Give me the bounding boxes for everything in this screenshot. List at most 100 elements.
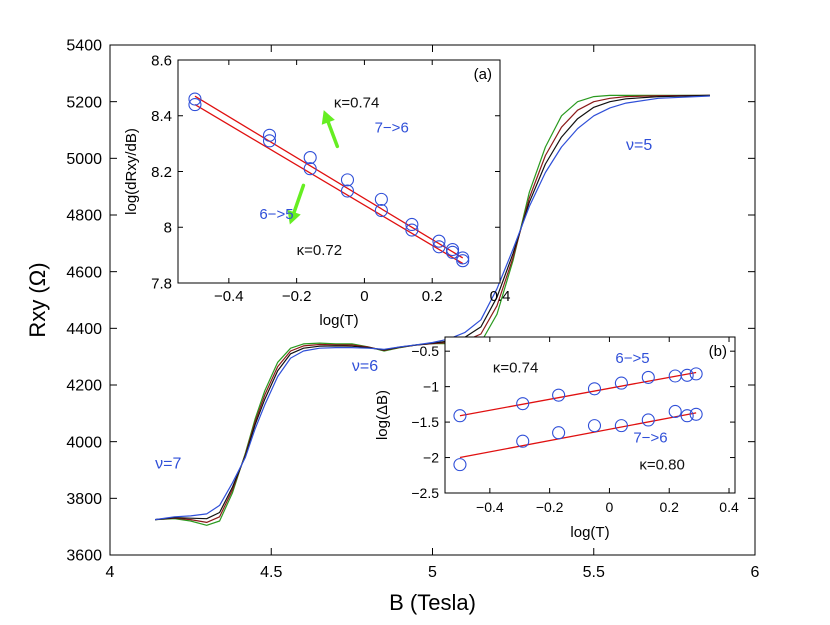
inset-b-background — [445, 337, 735, 493]
inset-a-data-point — [432, 234, 446, 248]
inset-a-y-tick-label: 8.2 — [151, 164, 172, 181]
inset-a-x-tick-label: 0.4 — [490, 288, 511, 305]
inset-b-axes-frame — [444, 336, 736, 494]
inset-b-data-point — [641, 413, 655, 427]
inset-b-x-axis-label: log(T) — [570, 524, 609, 541]
inset-b-fit-line-1 — [459, 371, 697, 417]
inset-a-background — [178, 60, 500, 283]
inset-b-x-tick-label: −0.4 — [476, 499, 504, 515]
inset-b-y-axis-label: log(ΔB) — [374, 390, 391, 440]
inset-a-data-point — [374, 192, 388, 206]
inset-a-annotation: κ=0.72 — [297, 242, 342, 259]
inset-b-data-point — [614, 376, 628, 390]
inset-a-y-tick-label: 7.8 — [151, 275, 172, 292]
inset-b-data-point — [680, 409, 694, 423]
inset-b-x-tick-label: −0.2 — [536, 499, 564, 515]
inset-b-data-point — [552, 388, 566, 402]
inset-a-x-tick-label: −0.2 — [282, 288, 312, 305]
main-y-tick-label: 3600 — [66, 548, 102, 565]
main-x-tick-label: 5.5 — [583, 564, 605, 581]
inset-b-y-tick-label: −1.5 — [411, 414, 439, 430]
inset-a-data-point — [303, 151, 317, 165]
main-y-tick-label: 5200 — [66, 94, 102, 111]
inset-a-x-axis-label: log(T) — [319, 312, 358, 329]
main-x-tick-label: 4 — [106, 564, 115, 581]
inset-b-data-point — [680, 368, 694, 382]
inset-b-data-point — [668, 404, 682, 419]
inset-a-data-point — [405, 217, 419, 232]
inset-b-data-point — [516, 434, 530, 448]
inset-a-y-tick-label: 8.6 — [151, 52, 172, 69]
inset-b-annotation: κ=0.74 — [493, 359, 538, 376]
main-x-tick-label: 6 — [751, 564, 760, 581]
inset-a-data-point — [188, 98, 202, 112]
main-y-axis-label: Rxy (Ω) — [25, 262, 50, 337]
inset-a-data-point — [456, 251, 470, 265]
inset-a-data-point — [374, 203, 388, 218]
main-annotation: ν=7 — [155, 456, 181, 473]
inset-b-data-point — [552, 426, 566, 440]
inset-a-x-tick-label: 0.2 — [422, 288, 443, 305]
main-y-tick-label: 4400 — [66, 321, 102, 338]
inset-b-data-point — [453, 409, 467, 423]
inset-a-arrow-shaft-1 — [326, 120, 340, 149]
inset-a-panel-label: (a) — [474, 66, 492, 83]
inset-a-arrow-head-1 — [321, 110, 335, 125]
inset-b-y-tick-label: −2 — [423, 449, 439, 465]
inset-a-arrow-shaft-2 — [292, 183, 306, 214]
inset-a-fit-line-2 — [194, 104, 464, 265]
inset-b-fit-line-2 — [459, 412, 697, 459]
main-y-tick-label: 4600 — [66, 264, 102, 281]
inset-b-annotation: κ=0.80 — [639, 457, 684, 474]
inset-b-panel-label: (b) — [709, 343, 727, 360]
main-annotation: ν=5 — [626, 137, 652, 154]
inset-b-x-tick-label: 0.4 — [719, 499, 739, 515]
inset-a-x-tick-label: −0.4 — [214, 288, 244, 305]
inset-a-panel: −0.4 −0.2 0 0.2 0.4 7.8 8 8.2 8.4 8.6 log(T) log(dR… — [123, 52, 510, 329]
inset-b-data-point — [641, 370, 655, 384]
main-plot-area — [155, 94, 710, 526]
inset-a-data-point — [445, 245, 460, 259]
inset-a-annotation: 6−>5 — [259, 206, 293, 223]
inset-b-x-tick-label: 0 — [606, 499, 614, 515]
inset-a-data-point — [340, 184, 355, 198]
inset-a-data-point — [303, 162, 317, 176]
inset-b-panel: −0.4 −0.2 0 0.2 0.4 −2.5 −2 −1.5 −1 −0.5 log(T) log… — [374, 336, 739, 541]
main-panel: 4 4.5 5 5.5 6 3600 3800 4000 4200 4400 4600 4800 500… — [25, 38, 760, 615]
main-series-line-4 — [155, 95, 710, 521]
inset-b-y-tick-label: −0.5 — [411, 343, 439, 359]
inset-a-y-tick-label: 8.4 — [151, 108, 172, 125]
main-x-tick-label: 5 — [428, 564, 437, 581]
inset-b-data-point — [516, 397, 530, 411]
inset-b-annotation: 7−>6 — [633, 430, 667, 447]
inset-b-data-point — [614, 419, 628, 433]
inset-a-arrow-head-2 — [287, 209, 301, 225]
inset-b-data-point — [689, 367, 703, 381]
inset-a-data-point — [405, 223, 419, 237]
inset-a-plot-area — [188, 92, 470, 268]
inset-a-data-point — [188, 92, 202, 106]
inset-a-data-point — [432, 240, 446, 254]
inset-a-data-point — [340, 173, 355, 187]
inset-a-annotation: κ=0.74 — [334, 94, 379, 111]
inset-a-y-axis-label: log(dRxy/dB) — [123, 128, 140, 215]
inset-b-data-point — [587, 382, 602, 396]
inset-b-data-point — [587, 419, 602, 433]
main-x-tick-label: 4.5 — [260, 564, 282, 581]
main-y-tick-label: 5400 — [66, 38, 102, 55]
main-y-tick-label: 4000 — [66, 434, 102, 451]
inset-a-y-tick-label: 8 — [164, 220, 172, 237]
inset-b-data-point — [453, 458, 467, 472]
main-y-tick-label: 3800 — [66, 491, 102, 508]
inset-a-data-point — [262, 128, 277, 142]
inset-b-y-tick-label: −1 — [423, 379, 439, 395]
main-y-tick-label: 4200 — [66, 378, 102, 395]
inset-a-data-point — [456, 254, 470, 268]
inset-b-x-tick-label: 0.2 — [659, 499, 679, 515]
inset-a-x-tick-label: 0 — [360, 288, 368, 305]
inset-b-y-tick-label: −2.5 — [411, 485, 439, 501]
inset-b-plot-area — [453, 367, 703, 472]
inset-b-annotation: 6−>5 — [615, 350, 649, 367]
